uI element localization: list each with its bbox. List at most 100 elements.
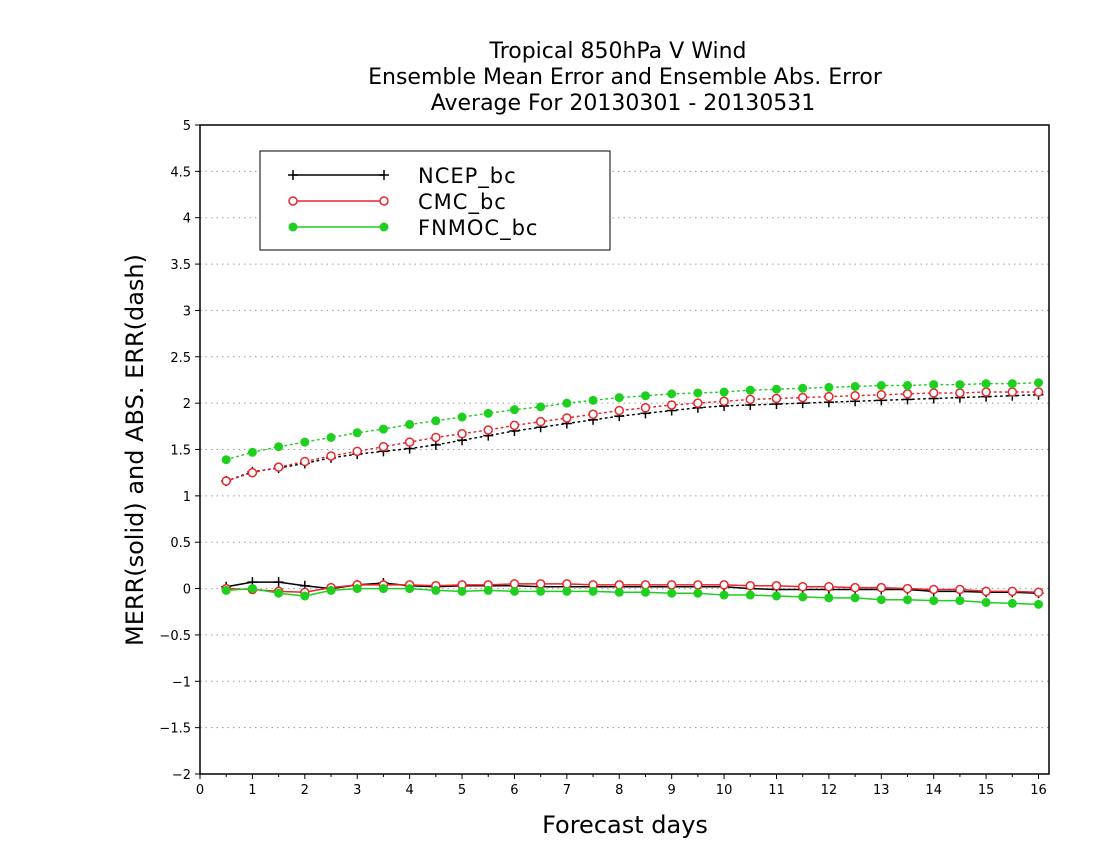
abs-err-point <box>300 456 310 467</box>
abs-err-point <box>562 398 572 408</box>
abs-err-point <box>902 389 913 399</box>
legend-marker-left <box>288 222 298 232</box>
x-tick-label: 15 <box>978 783 995 798</box>
x-tick-label: 16 <box>1030 783 1047 798</box>
merr-point <box>221 585 231 595</box>
abs-err-point <box>405 419 415 429</box>
abs-err-point <box>352 446 362 457</box>
x-axis-title: Forecast days <box>542 811 708 839</box>
abs-err-point <box>509 420 520 431</box>
merr-point <box>824 581 834 592</box>
merr-point <box>745 590 755 600</box>
legend-label: FNMOC_bc <box>418 216 538 241</box>
merr-point <box>300 591 310 601</box>
merr-point <box>824 593 834 603</box>
y-tick-label: 0.5 <box>170 536 191 551</box>
merr-point <box>928 584 939 595</box>
abs-err-point <box>378 424 388 434</box>
y-axis-title: MERR(solid) and ABS. ERR(dash) <box>121 254 149 646</box>
series-cmc-bc-merr <box>221 579 1044 598</box>
series-ncep-bc-abs-err <box>221 389 1044 487</box>
abs-err-point <box>1007 387 1018 397</box>
abs-err-point <box>457 428 467 439</box>
x-tick-label: 9 <box>668 783 676 798</box>
merr-point <box>903 595 912 605</box>
x-tick-label: 1 <box>248 783 256 798</box>
abs-err-point <box>876 390 887 400</box>
merr-point <box>536 586 546 596</box>
abs-err-point <box>326 432 336 442</box>
x-tick-label: 4 <box>405 783 413 798</box>
y-tick-label: 0 <box>183 583 191 598</box>
merr-point <box>693 588 703 598</box>
y-tick-label: 1 <box>183 490 191 505</box>
merr-point <box>378 584 388 594</box>
merr-point <box>929 596 939 606</box>
legend-item-ncep-bc: NCEP_bc <box>288 164 516 189</box>
abs-err-point <box>771 384 781 394</box>
merr-point <box>1007 586 1018 597</box>
abs-err-point <box>588 409 598 420</box>
abs-err-point <box>431 432 441 443</box>
legend-marker-left <box>288 170 298 180</box>
abs-err-point <box>719 396 729 407</box>
x-tick-label: 13 <box>873 783 890 798</box>
legend-label: CMC_bc <box>418 190 507 215</box>
abs-err-point <box>1007 379 1017 389</box>
legend-item-cmc-bc: CMC_bc <box>288 190 507 215</box>
series-cmc-bc-abs-err <box>221 387 1044 486</box>
abs-err-point <box>247 447 257 457</box>
merr-point <box>771 591 781 601</box>
x-tick-label: 14 <box>925 783 942 798</box>
abs-err-point <box>614 393 624 403</box>
abs-err-point <box>457 412 467 422</box>
merr-point <box>1034 599 1044 609</box>
series-lines <box>221 378 1044 609</box>
x-tick-label: 0 <box>196 783 204 798</box>
merr-point <box>535 579 546 589</box>
y-tick-label: 2 <box>183 397 191 412</box>
abs-err-point <box>273 462 284 472</box>
y-tick-labels: −2 −1.5 −1 −0.5 0 0.5 1 1.5 2 2.5 3 3.5 4 4.5 5 <box>159 119 191 783</box>
chart-title-line-1: Tropical 850hPa V Wind <box>488 39 746 64</box>
merr-point <box>509 579 520 589</box>
abs-err-point <box>824 382 834 392</box>
merr-point <box>876 582 887 593</box>
abs-err-point <box>903 381 912 391</box>
abs-err-point <box>378 441 389 452</box>
merr-point <box>1007 598 1017 608</box>
merr-point <box>981 586 991 597</box>
abs-err-point <box>562 413 572 423</box>
y-tick-label: −2 <box>172 768 191 783</box>
abs-err-point <box>1034 378 1044 388</box>
chart-title-line-2: Ensemble Mean Error and Ensemble Abs. Er… <box>368 65 883 90</box>
merr-point <box>902 583 913 594</box>
merr-point <box>667 588 677 598</box>
abs-err-point <box>771 393 782 404</box>
abs-err-point <box>928 388 939 398</box>
merr-line <box>226 587 1039 606</box>
abs-err-point <box>247 467 258 478</box>
x-tick-label: 5 <box>458 783 466 798</box>
merr-point <box>666 580 677 590</box>
abs-err-point <box>535 416 546 427</box>
abs-err-point <box>431 416 441 426</box>
abs-err-point <box>850 390 860 401</box>
abs-err-point <box>640 391 650 401</box>
merr-point <box>509 586 519 596</box>
x-tick-label: 8 <box>615 783 623 798</box>
abs-err-point <box>719 387 729 397</box>
abs-err-line <box>225 391 1040 482</box>
merr-point <box>798 592 808 602</box>
abs-err-point <box>300 437 310 447</box>
merr-point <box>562 579 572 589</box>
y-tick-label: −1 <box>172 675 191 690</box>
series-fnmoc-bc-abs-err <box>221 378 1044 465</box>
merr-point <box>614 587 624 597</box>
merr-point <box>562 586 572 596</box>
merr-point <box>431 585 441 595</box>
abs-err-point <box>404 437 415 447</box>
x-tick-label: 12 <box>821 783 838 798</box>
merr-point <box>797 581 808 592</box>
